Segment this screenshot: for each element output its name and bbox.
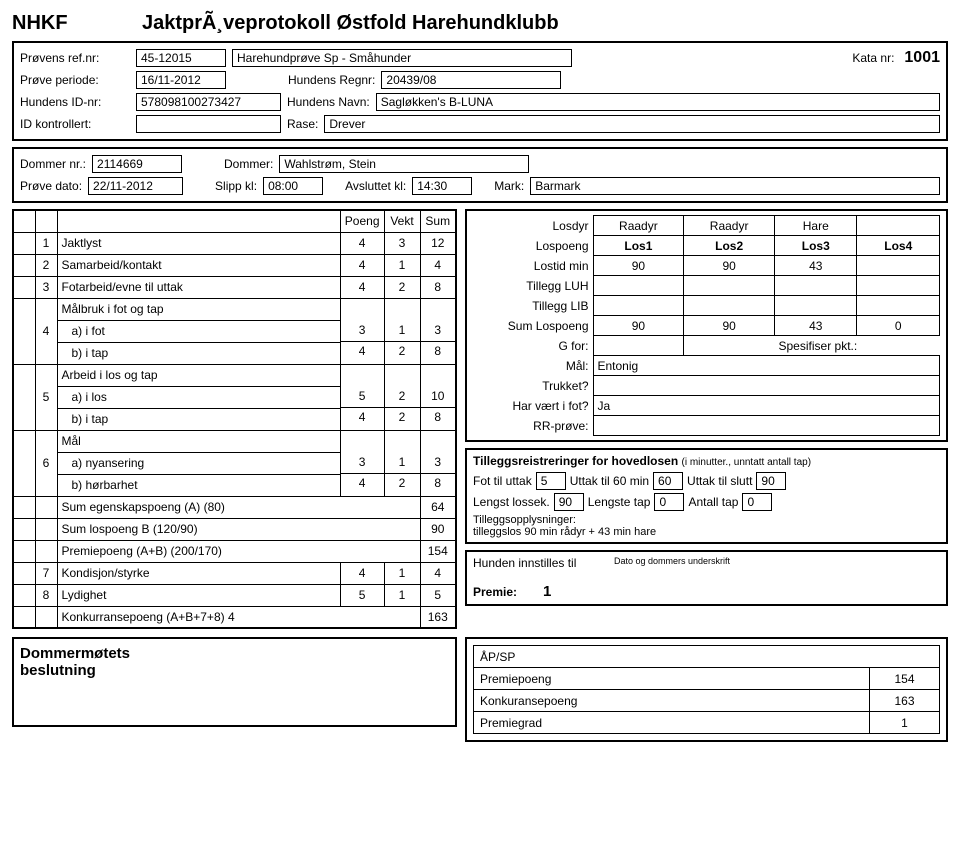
rase-label: Rase: xyxy=(287,117,318,131)
main-columns: Poeng Vekt Sum 1Jaktlyst4312 2Samarbeid/… xyxy=(12,209,948,629)
tillegg-title: Tilleggsreistreringer for hovedlosen xyxy=(473,454,678,468)
dato-label: Prøve dato: xyxy=(20,179,82,193)
info-panel: Prøvens ref.nr: 45-12015 Harehundprøve S… xyxy=(12,41,948,141)
premie-value: 1 xyxy=(543,583,551,600)
table-row: 4Målbruk i fot og tap341238 xyxy=(13,298,456,320)
table-row: Premiepoeng (A+B) (200/170)154 xyxy=(13,540,456,562)
ref-value: 45-12015 xyxy=(136,49,226,67)
mark-value: Barmark xyxy=(530,177,940,195)
tillegg-sub: (i minutter., unntatt antall tap) xyxy=(682,457,812,468)
los1: Los1 xyxy=(593,236,684,256)
los3: Los3 xyxy=(775,236,857,256)
table-row: 1Jaktlyst4312 xyxy=(13,232,456,254)
los2: Los2 xyxy=(684,236,775,256)
prove-type: Harehundprøve Sp - Småhunder xyxy=(232,49,572,67)
table-row: 2Samarbeid/kontakt414 xyxy=(13,254,456,276)
dommer-label: Dommer: xyxy=(224,157,273,171)
kata-label: Kata nr: xyxy=(852,51,894,65)
hare: Hare xyxy=(775,216,857,236)
navn-value: Sagløkken's B-LUNA xyxy=(376,93,940,111)
kata-nr: 1001 xyxy=(904,49,940,67)
slipp-value: 08:00 xyxy=(263,177,323,195)
score-table-container: Poeng Vekt Sum 1Jaktlyst4312 2Samarbeid/… xyxy=(12,209,457,629)
table-row: 8Lydighet515 xyxy=(13,584,456,606)
slipp-label: Slipp kl: xyxy=(215,179,257,193)
oppl-text: tilleggslos 90 min rådyr + 43 min hare xyxy=(473,526,940,538)
raadyr1: Raadyr xyxy=(593,216,684,236)
table-row: Konkurransepoeng (A+B+7+8) 4163 xyxy=(13,606,456,628)
regnr-value: 20439/08 xyxy=(381,71,561,89)
table-row: 6Mål341238 xyxy=(13,430,456,452)
periode-value: 16/11-2012 xyxy=(136,71,226,89)
col-poeng: Poeng xyxy=(340,210,384,232)
apsp: ÅP/SP xyxy=(474,646,940,668)
oppl-label: Tilleggsopplysninger: xyxy=(473,514,940,526)
navn-label: Hundens Navn: xyxy=(287,95,370,109)
mark-label: Mark: xyxy=(494,179,524,193)
dommer-panel: Dommer nr.: 2114669 Dommer: Wahlstrøm, S… xyxy=(12,147,948,203)
dommer-nr-label: Dommer nr.: xyxy=(20,157,86,171)
table-row: Sum lospoeng B (120/90)90 xyxy=(13,518,456,540)
idkont-label: ID kontrollert: xyxy=(20,117,130,131)
idnr-label: Hundens ID-nr: xyxy=(20,95,130,109)
summary-box: ÅP/SP Premiepoeng154 Konkuransepoeng163 … xyxy=(465,637,948,742)
dato-value: 22/11-2012 xyxy=(88,177,183,195)
col-sum: Sum xyxy=(420,210,456,232)
avsl-value: 14:30 xyxy=(412,177,472,195)
page-title: JaktprÃ¸veprotokoll Østfold Harehundklub… xyxy=(142,12,559,35)
los-panel: Losdyr Raadyr Raadyr Hare Lospoeng Los1 … xyxy=(465,209,948,442)
dommermotets-box: Dommermøtets beslutning xyxy=(12,637,457,727)
table-row: 5Arbeid i los og tap5422108 xyxy=(13,364,456,386)
los4: Los4 xyxy=(857,236,940,256)
right-column: Losdyr Raadyr Raadyr Hare Lospoeng Los1 … xyxy=(465,209,948,629)
dato-sign-box: Dato og dommers underskrift xyxy=(614,556,940,600)
footer-row: Dommermøtets beslutning ÅP/SP Premiepoen… xyxy=(12,637,948,742)
col-vekt: Vekt xyxy=(384,210,420,232)
table-row: Sum egenskapspoeng (A) (80)64 xyxy=(13,496,456,518)
premie-label: Premie: xyxy=(473,585,517,599)
hunden-panel: Hunden innstilles til Premie: 1 Dato og … xyxy=(465,550,948,606)
org-code: NHKF xyxy=(12,12,122,35)
idnr-value: 578098100273427 xyxy=(136,93,281,111)
periode-label: Prøve periode: xyxy=(20,73,130,87)
header: NHKF JaktprÃ¸veprotokoll Østfold Harehun… xyxy=(12,12,948,35)
score-table: Poeng Vekt Sum 1Jaktlyst4312 2Samarbeid/… xyxy=(12,209,457,629)
dommer-nr: 2114669 xyxy=(92,155,182,173)
hunden-label: Hunden innstilles til xyxy=(473,556,608,581)
tillegg-panel: Tilleggsreistreringer for hovedlosen (i … xyxy=(465,448,948,544)
raadyr2: Raadyr xyxy=(684,216,775,236)
losdyr-label: Losdyr xyxy=(473,216,593,236)
avsl-label: Avsluttet kl: xyxy=(345,179,406,193)
dommer-name: Wahlstrøm, Stein xyxy=(279,155,529,173)
table-row: 7Kondisjon/styrke414 xyxy=(13,562,456,584)
ref-label: Prøvens ref.nr: xyxy=(20,51,130,65)
regnr-label: Hundens Regnr: xyxy=(288,73,375,87)
los-table: Losdyr Raadyr Raadyr Hare Lospoeng Los1 … xyxy=(473,215,940,436)
table-row: 3Fotarbeid/evne til uttak428 xyxy=(13,276,456,298)
rase-value: Drever xyxy=(324,115,940,133)
idkont-value xyxy=(136,115,281,133)
lospoeng-label: Lospoeng xyxy=(473,236,593,256)
